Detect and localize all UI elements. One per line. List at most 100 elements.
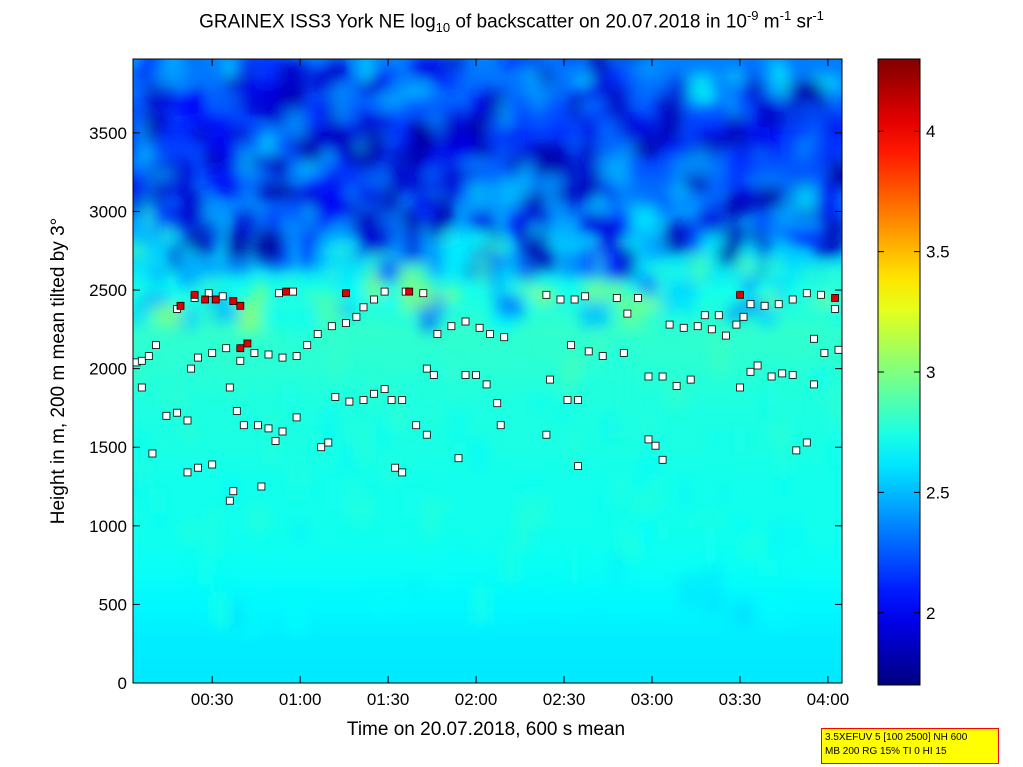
x-tick-label: 01:00 [279, 690, 322, 709]
heatmap-patch [801, 79, 822, 99]
white-marker [546, 375, 554, 384]
heatmap-patch [620, 104, 631, 129]
white-marker [665, 320, 674, 329]
heatmap-patch [482, 253, 511, 268]
heatmap-patch [204, 204, 213, 215]
heatmap-patch [425, 496, 436, 538]
heatmap-patch [487, 124, 514, 148]
heatmap-patch [751, 259, 764, 273]
heatmap-patch [287, 595, 306, 638]
heatmap-patch [681, 477, 690, 509]
white-marker [810, 334, 818, 343]
heatmap-patch [567, 160, 578, 186]
heatmap-patch [498, 295, 524, 319]
heatmap-patch [718, 136, 748, 147]
white-marker [380, 385, 389, 394]
heatmap-patch [283, 154, 303, 167]
heatmap-patch [794, 185, 815, 212]
heatmap-patch [490, 272, 499, 292]
heatmap-patch [133, 174, 146, 198]
heatmap-patch [681, 223, 692, 242]
white-marker [475, 323, 484, 332]
heatmap-patch [713, 336, 728, 374]
heatmap-patch [443, 163, 462, 197]
heatmap-patch [501, 115, 514, 126]
heatmap-patch [329, 245, 355, 257]
heatmap-patch [560, 59, 579, 63]
white-marker [644, 372, 653, 381]
white-marker [433, 330, 442, 339]
white-marker [767, 372, 776, 381]
heatmap-patch [496, 265, 509, 290]
white-marker [447, 322, 456, 331]
heatmap-patch [299, 143, 321, 164]
red-marker [236, 344, 245, 353]
heatmap-patch [745, 259, 756, 273]
white-marker [275, 289, 283, 298]
heatmap-patch [706, 154, 728, 184]
heatmap-patch [286, 305, 307, 346]
heatmap-patch [829, 160, 842, 189]
white-marker [292, 413, 301, 422]
heatmap-patch [661, 290, 674, 316]
heatmap-patch [570, 94, 582, 118]
white-marker [222, 344, 231, 353]
heatmap-patch [591, 602, 598, 627]
heatmap-patch [760, 240, 770, 258]
heatmap-patch [442, 59, 465, 70]
heatmap-patch [186, 113, 208, 130]
heatmap-patch [365, 115, 392, 133]
heatmap-patch [194, 269, 213, 282]
heatmap-patch [457, 180, 468, 197]
heatmap-patch [698, 233, 724, 250]
heatmap-patch [317, 130, 347, 145]
heatmap-patch [197, 561, 217, 574]
heatmap-patch [146, 108, 156, 143]
heatmap-patch [248, 155, 271, 169]
white-marker [788, 370, 797, 379]
white-marker [700, 311, 709, 320]
white-marker [461, 370, 470, 379]
heatmap-patch [626, 330, 634, 354]
white-marker [422, 364, 431, 373]
white-marker [802, 438, 811, 447]
heatmap-patch [603, 415, 615, 440]
x-tick-label: 02:00 [455, 690, 498, 709]
heatmap-patch [733, 426, 746, 454]
heatmap-patch [355, 189, 382, 205]
white-marker [422, 430, 431, 439]
heatmap-patch [172, 208, 202, 229]
heatmap-patch [467, 115, 490, 136]
info-line-1: 3.5XEFUV 5 [100 2500] NH 600 [825, 732, 968, 743]
heatmap-patch [498, 103, 512, 113]
x-axis-label: Time on 20.07.2018, 600 s mean [347, 719, 625, 740]
heatmap-patch [495, 178, 521, 209]
heatmap-patch [567, 204, 577, 213]
heatmap-patch [526, 141, 536, 172]
white-marker [644, 435, 653, 444]
white-marker [225, 496, 234, 505]
white-marker [380, 287, 389, 296]
y-tick-label: 3500 [89, 124, 127, 143]
white-marker [359, 303, 368, 312]
heatmap-patch [202, 222, 216, 254]
heatmap-patch [179, 172, 191, 204]
heatmap-patch [464, 159, 494, 170]
white-marker [194, 353, 203, 362]
heatmap-patch [768, 221, 784, 240]
heatmap-patch [821, 267, 842, 290]
heatmap-patch [315, 134, 328, 158]
heatmap-patch [186, 59, 196, 61]
heatmap-patch [597, 195, 608, 210]
white-marker [570, 295, 579, 304]
heatmap-patch [273, 168, 282, 179]
heatmap-patch [366, 82, 388, 92]
y-tick-label: 2000 [89, 360, 127, 379]
heatmap-patch [341, 446, 355, 471]
white-marker [574, 396, 582, 405]
heatmap-patch [404, 489, 424, 518]
heatmap-patch [594, 332, 604, 358]
white-marker [686, 375, 695, 384]
white-marker [292, 352, 301, 361]
heatmap-patch [816, 240, 842, 258]
